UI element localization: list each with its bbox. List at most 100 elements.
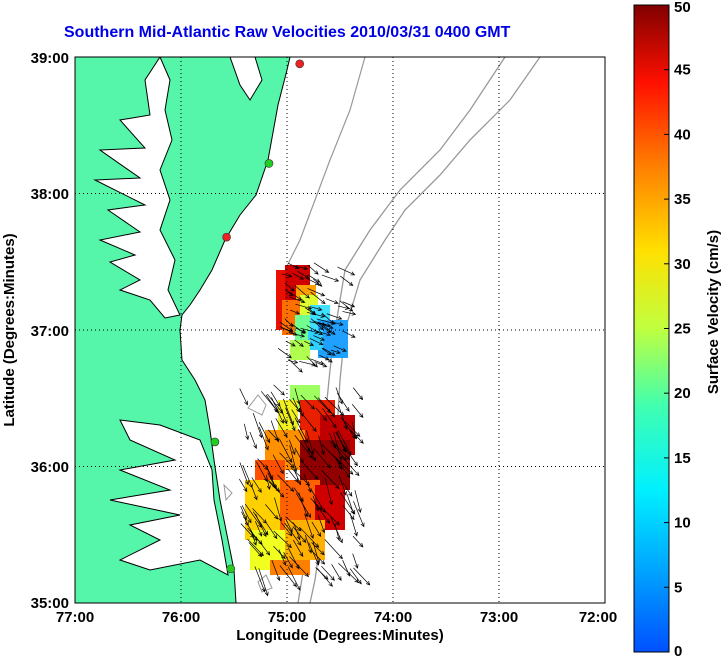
velocity-arrow xyxy=(307,264,319,275)
velocity-arrow xyxy=(318,435,325,456)
velocity-arrow xyxy=(284,522,302,546)
velocity-arrow xyxy=(288,439,296,456)
velocity-arrow xyxy=(319,354,330,361)
velocity-arrow xyxy=(310,291,326,305)
velocity-arrow xyxy=(324,478,333,506)
velocity-arrow xyxy=(258,422,271,444)
axes-frame xyxy=(74,56,606,604)
velocity-arrow xyxy=(256,461,268,483)
velocity-arrow xyxy=(289,556,310,578)
velocity-arrow xyxy=(311,521,322,538)
velocity-arrow xyxy=(299,360,317,367)
velocity-arrow xyxy=(285,407,296,432)
velocity-arrow xyxy=(260,391,280,414)
velocity-arrow xyxy=(309,338,324,346)
velocity-arrow xyxy=(294,285,310,299)
velocity-arrow xyxy=(311,550,326,565)
radar-site-marker[interactable] xyxy=(295,59,305,69)
velocity-arrow xyxy=(267,468,277,490)
velocity-arrow xyxy=(342,444,358,467)
velocity-arrow xyxy=(277,348,292,359)
velocity-arrow xyxy=(313,278,323,287)
velocity-arrow xyxy=(299,527,320,548)
velocity-arrow xyxy=(271,560,281,582)
radar-site-marker[interactable] xyxy=(264,159,274,168)
y-tick-label: 35:00 xyxy=(31,595,69,612)
velocity-arrow xyxy=(255,521,263,537)
velocity-arrow xyxy=(267,479,281,492)
bathymetry-contour-inner xyxy=(284,57,366,271)
velocity-arrow xyxy=(349,512,358,537)
colorbar-tick-label: 20 xyxy=(674,385,691,402)
colorbar-tick-label: 0 xyxy=(674,643,682,659)
velocity-arrow xyxy=(349,568,362,585)
velocity-arrow xyxy=(295,303,312,310)
colorbar-tick-label: 45 xyxy=(674,62,691,79)
velocity-arrow xyxy=(240,523,255,539)
velocity-arrow xyxy=(293,487,304,503)
velocity-arrow xyxy=(240,506,247,521)
velocity-arrow xyxy=(303,464,319,480)
x-tick-labels: 77:00 76:00 75:00 74:00 73:00 72:00 xyxy=(56,609,617,626)
colorbar-tick-label: 50 xyxy=(674,0,691,16)
velocity-arrow xyxy=(339,300,354,312)
velocity-arrow xyxy=(258,426,269,451)
grid-lines xyxy=(75,57,605,603)
velocity-arrow xyxy=(321,565,335,581)
velocity-arrow xyxy=(251,477,262,493)
velocity-arrow xyxy=(301,413,317,433)
velocity-arrow xyxy=(330,349,341,354)
map-area[interactable] xyxy=(75,57,605,603)
velocity-arrow xyxy=(310,306,323,311)
velocity-arrow xyxy=(337,266,356,276)
velocity-arrow xyxy=(273,384,285,396)
velocity-arrow xyxy=(321,469,340,490)
velocity-arrow xyxy=(331,321,344,326)
velocity-arrow xyxy=(346,494,355,515)
velocity-arrow xyxy=(248,542,263,558)
velocity-arrow xyxy=(324,396,345,417)
velocity-arrow xyxy=(342,311,357,316)
velocity-arrow xyxy=(294,339,304,347)
velocity-arrow xyxy=(293,470,302,486)
x-tick-label: 76:00 xyxy=(162,609,200,626)
velocity-arrow xyxy=(273,545,286,560)
velocity-arrow xyxy=(352,553,359,569)
velocity-arrow xyxy=(257,458,269,471)
velocity-arrow xyxy=(324,539,343,560)
velocity-arrow xyxy=(285,516,302,532)
velocity-arrow xyxy=(247,527,263,545)
velocity-arrow xyxy=(249,431,257,450)
velocity-arrow xyxy=(292,397,300,413)
velocity-arrow xyxy=(353,501,365,528)
velocity-arrow xyxy=(352,387,364,401)
radar-site-marker[interactable] xyxy=(222,232,231,242)
velocity-arrow xyxy=(241,505,252,524)
velocity-arrow xyxy=(242,464,253,489)
velocity-arrow xyxy=(306,325,324,336)
velocity-arrow xyxy=(312,495,319,512)
velocity-arrow xyxy=(354,490,362,514)
velocity-arrow xyxy=(341,456,360,477)
velocity-arrow xyxy=(342,482,353,497)
velocity-arrow xyxy=(313,262,330,273)
velocity-arrow xyxy=(326,313,343,320)
colorbar-tick-label: 5 xyxy=(674,579,682,596)
velocity-arrow xyxy=(315,407,327,422)
velocity-arrow xyxy=(339,463,351,478)
velocity-arrow xyxy=(279,406,288,425)
velocity-arrow xyxy=(331,441,350,460)
velocity-arrow xyxy=(239,388,248,406)
velocity-arrow xyxy=(283,552,293,569)
plot-title: Southern Mid-Atlantic Raw Velocities 201… xyxy=(64,24,511,41)
y-tick-label: 36:00 xyxy=(31,459,69,476)
velocity-arrow xyxy=(310,358,325,365)
colorbar-label: Surface Velocity (cm/s) xyxy=(705,230,722,394)
bathymetry-contour-detail xyxy=(223,394,273,593)
radar-site-marker[interactable] xyxy=(210,437,220,447)
velocity-arrow xyxy=(323,509,340,526)
velocity-arrow xyxy=(292,539,304,557)
velocity-arrow xyxy=(291,409,301,424)
radar-site-marker[interactable] xyxy=(226,564,236,574)
